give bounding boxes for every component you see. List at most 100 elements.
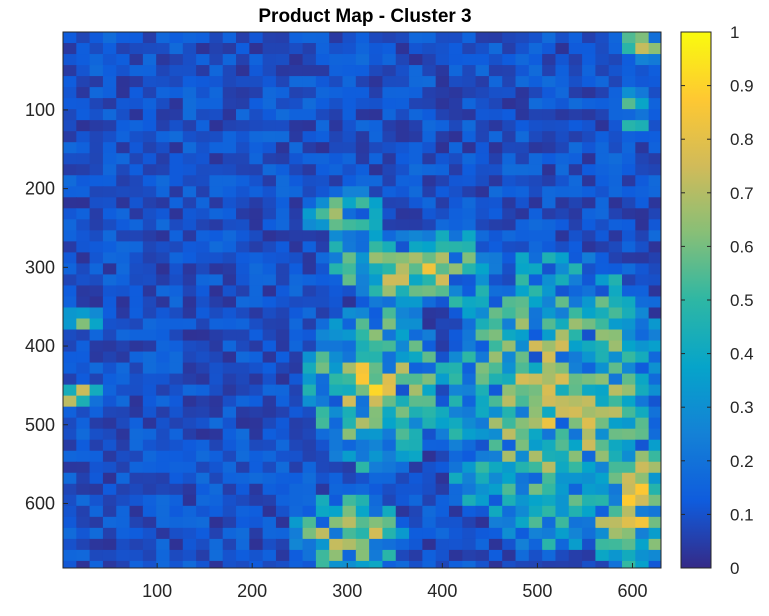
heatmap-cell [568,318,583,331]
heatmap-cell [435,87,450,99]
heatmap-cell [102,516,117,529]
heatmap-cell [555,384,570,397]
heatmap-cell [382,54,397,66]
heatmap-cell [262,549,277,562]
heatmap-cell [488,494,503,507]
heatmap-cell [395,296,410,309]
heatmap-cell [528,142,543,154]
heatmap-cell [568,175,583,187]
heatmap-cell [129,461,144,474]
heatmap-cell [635,494,650,507]
heatmap-cell [116,472,131,485]
heatmap-cell [382,406,397,419]
heatmap-cell [355,417,370,430]
heatmap-cell [129,450,144,463]
heatmap-cell [568,186,583,198]
heatmap-cell [102,230,117,242]
heatmap-cell [568,197,583,209]
heatmap-cell [236,230,250,242]
heatmap-cell [342,43,357,55]
heatmap-cell [409,164,423,176]
heatmap-cell [382,87,397,99]
heatmap-cell [475,285,490,298]
heatmap-cell [249,362,264,375]
heatmap-cell [129,263,144,276]
heatmap-cell [222,164,237,176]
heatmap-cell [302,285,317,298]
heatmap-cell [289,263,304,276]
heatmap-cell [289,450,304,463]
heatmap-cell [142,395,157,408]
heatmap-cell [116,318,131,331]
heatmap-cell [648,164,661,176]
heatmap-cell [329,252,344,264]
heatmap-cell [395,263,410,276]
heatmap-cell [409,131,423,143]
heatmap-cell [169,505,184,518]
heatmap-cell [222,153,237,165]
heatmap-cell [89,505,104,518]
heatmap-cell [475,142,490,154]
heatmap-cell [156,197,171,209]
heatmap-cell [528,65,543,77]
heatmap-cell [302,142,317,154]
heatmap-cell [196,219,211,231]
heatmap-cell [329,296,344,309]
heatmap-cell [236,461,250,474]
heatmap-cell [196,274,211,287]
heatmap-cell [382,560,397,568]
heatmap-cell [635,208,650,220]
heatmap-cell [63,175,77,187]
heatmap-cell [542,76,557,88]
heatmap-cell [249,43,264,55]
heatmap-cell [289,461,304,474]
heatmap-cell [502,274,517,287]
heatmap-cell [182,450,197,463]
heatmap-cell [608,142,623,154]
heatmap-cell [129,252,144,264]
heatmap-cell [129,329,144,342]
heatmap-cell [488,527,503,540]
heatmap-cell [542,263,557,276]
heatmap-cell [488,516,503,529]
heatmap-cell [462,274,477,287]
heatmap-cell [156,329,171,342]
heatmap-cell [329,395,344,408]
heatmap-cell [102,120,117,132]
heatmap-cell [249,186,264,198]
heatmap-cell [89,153,104,165]
heatmap-cell [342,384,357,397]
heatmap-cell [302,208,317,220]
heatmap-cell [462,472,477,485]
heatmap-cell [89,538,104,551]
heatmap-cell [129,516,144,529]
heatmap-cell [595,241,610,253]
heatmap-cell [102,54,117,66]
heatmap-cell [542,164,557,176]
heatmap-cell [142,208,157,220]
heatmap-cell [355,538,370,551]
heatmap-cell [542,241,557,253]
heatmap-cell [608,164,623,176]
heatmap-cell [622,494,636,507]
heatmap-cell [102,164,117,176]
heatmap-cell [475,318,490,331]
heatmap-cell [475,263,490,276]
heatmap-cell [475,32,490,44]
heatmap-cell [568,274,583,287]
heatmap-cell [648,494,661,507]
heatmap-cell [595,153,610,165]
heatmap-cell [395,98,410,110]
heatmap-cell [568,494,583,507]
heatmap-cell [182,296,197,309]
heatmap-cell [502,153,517,165]
heatmap-cell [542,131,557,143]
heatmap-cell [409,373,423,386]
heatmap-cell [142,65,157,77]
heatmap-cell [196,296,211,309]
heatmap-cell [249,54,264,66]
heatmap-cell [409,307,423,320]
heatmap-cell [369,406,384,419]
heatmap-cell [275,43,290,55]
heatmap-cell [422,54,437,66]
